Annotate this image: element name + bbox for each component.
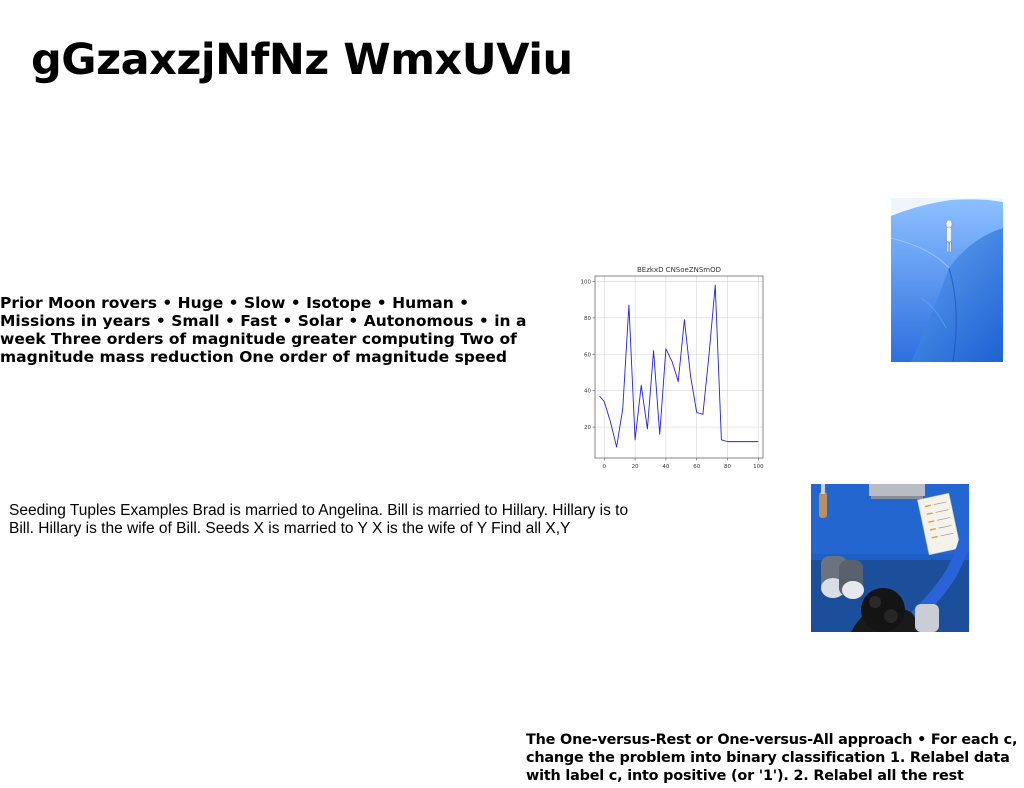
chart-y-tick-label: 100: [581, 279, 592, 285]
photo-blue-dune: [891, 198, 1003, 362]
chart-y-tick-label: 80: [584, 316, 591, 322]
chart-grid: [595, 276, 763, 458]
chart-y-tick-label: 60: [584, 352, 591, 358]
page-title: gGzaxzjNfNz WmxUViu: [31, 35, 573, 85]
line-chart: BEzkxD CNSoeZNSmOD 0 20 40 60 80 100 20 40 60 80 1…: [566, 262, 772, 472]
photo-blue-dune-icon: [891, 198, 1003, 362]
chart-x-tick-label: 100: [753, 464, 764, 470]
chart-x-tick-label: 40: [662, 464, 669, 470]
chart-y-tick-label: 20: [584, 425, 591, 431]
chart-series: [599, 284, 759, 448]
chart-title: BEzkxD CNSoeZNSmOD: [637, 266, 721, 274]
chart-y-tick-label: 40: [584, 389, 591, 395]
chart-x-tick-label: 0: [602, 464, 606, 470]
chart-series-line-0: [599, 284, 759, 448]
chart-plot-frame: [594, 275, 764, 459]
text-block-seeding-tuples: Seeding Tuples Examples Brad is married …: [9, 502, 629, 537]
chart-x-tick-label: 80: [724, 464, 731, 470]
chart-ticks: 0 20 40 60 80 100 20 40 60 80 100: [581, 279, 765, 470]
text-block-one-versus-rest: The One-versus-Rest or One-versus-All ap…: [526, 732, 1018, 784]
photo-desk-topview-icon: [811, 484, 969, 632]
text-block-moon-rovers: Prior Moon rovers • Huge • Slow • Isotop…: [0, 294, 527, 366]
chart-x-tick-label: 20: [632, 464, 639, 470]
chart-x-tick-label: 60: [693, 464, 700, 470]
photo-desk-topview: [811, 484, 969, 632]
